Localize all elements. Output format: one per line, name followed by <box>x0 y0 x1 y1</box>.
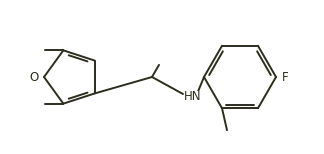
Text: HN: HN <box>184 91 202 103</box>
Text: F: F <box>282 71 289 83</box>
Text: O: O <box>30 71 39 83</box>
